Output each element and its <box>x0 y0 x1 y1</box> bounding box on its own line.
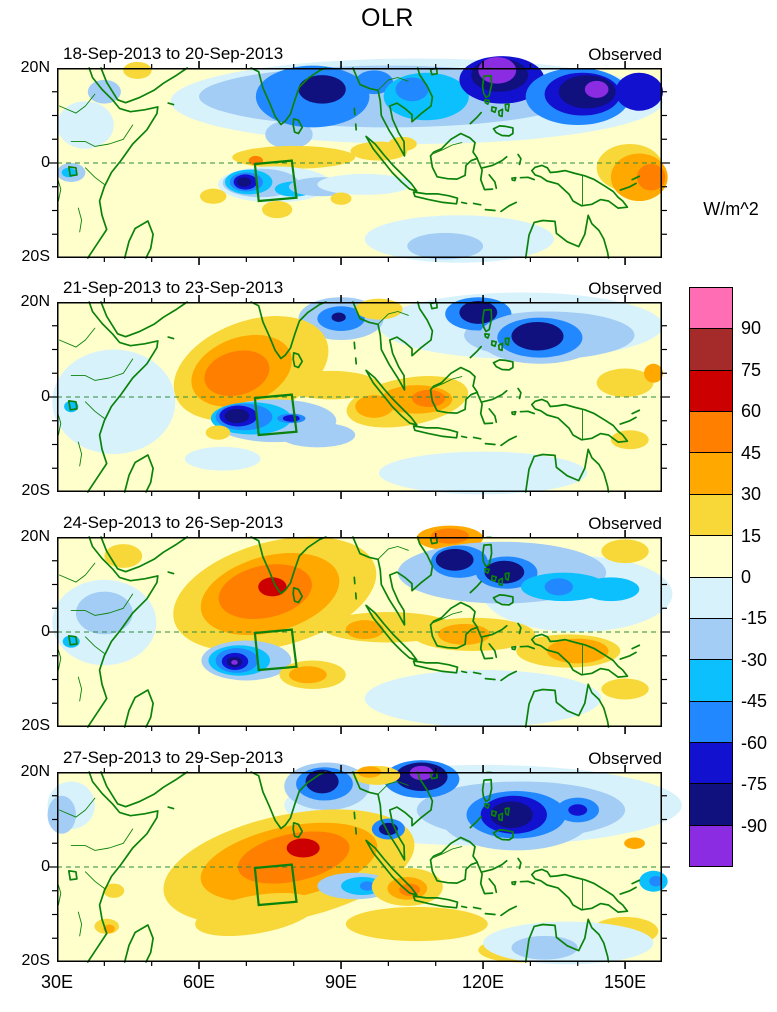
ytick-0: 0 <box>41 623 50 640</box>
panel-source-label: Observed <box>588 749 662 768</box>
colorbar-tick-label: 15 <box>741 525 762 546</box>
colorbar-tick-label: -30 <box>741 649 768 670</box>
ytick-20n: 20N <box>20 293 50 310</box>
panel-source-label: Observed <box>588 514 662 533</box>
colorbar-tick-label: 45 <box>741 442 762 463</box>
colorbar-swatch <box>689 824 733 868</box>
x-axis-labels: 30E 60E 90E 120E 150E <box>0 972 777 998</box>
colorbar-tick-label: -15 <box>741 608 768 629</box>
colorbar-tick-label: -90 <box>741 815 768 836</box>
colorbar-tick-label: 60 <box>741 401 762 422</box>
ytick-20n: 20N <box>20 59 50 76</box>
colorbar-swatch <box>689 452 733 495</box>
ytick-20n: 20N <box>20 763 50 780</box>
colorbar-swatch <box>689 535 733 578</box>
ytick-20s: 20S <box>21 717 50 734</box>
ytick-0: 0 <box>41 858 50 875</box>
xtick-150e: 150E <box>604 972 647 992</box>
map-panel-4: 27-Sep-2013 to 29-Sep-2013 Observed 20N … <box>21 748 682 969</box>
ytick-20s: 20S <box>21 952 50 969</box>
chart-title: OLR <box>361 4 414 32</box>
colorbar-swatch <box>689 328 733 371</box>
colorbar-swatch <box>689 576 733 619</box>
colorbar-tick-label: 30 <box>741 484 762 505</box>
ytick-0: 0 <box>41 388 50 405</box>
colorbar <box>689 287 733 868</box>
xtick-60e: 60E <box>183 972 216 992</box>
colorbar-swatch <box>689 369 733 413</box>
colorbar-swatch <box>689 659 733 702</box>
map-panel-2: 21-Sep-2013 to 23-Sep-2013 Observed 20N … <box>21 278 670 499</box>
panel-date-range: 18-Sep-2013 to 20-Sep-2013 <box>63 44 284 63</box>
panel-date-range: 24-Sep-2013 to 26-Sep-2013 <box>63 513 284 532</box>
xtick-90e: 90E <box>325 972 358 992</box>
xtick-120e: 120E <box>462 972 505 992</box>
colorbar-swatch <box>689 741 733 785</box>
ytick-20s: 20S <box>21 248 50 265</box>
colorbar-tick-label: -75 <box>741 774 768 795</box>
ytick-20n: 20N <box>20 528 50 545</box>
colorbar-swatch <box>689 411 733 454</box>
colorbar-tick-label: 90 <box>741 318 762 339</box>
colorbar-tick-label: 75 <box>741 359 762 380</box>
panel-source-label: Observed <box>588 279 662 298</box>
map-panel-3: 24-Sep-2013 to 26-Sep-2013 Observed 20N … <box>21 513 673 734</box>
colorbar-swatch <box>689 287 733 330</box>
olr-anomaly-map <box>47 760 682 969</box>
olr-anomaly-map <box>49 56 670 265</box>
panel-date-range: 27-Sep-2013 to 29-Sep-2013 <box>63 748 284 767</box>
colorbar-tick-label: 0 <box>741 567 752 587</box>
ytick-0: 0 <box>41 154 50 171</box>
colorbar-swatch <box>689 617 733 661</box>
colorbar-swatch <box>689 783 733 826</box>
colorbar-tick-label: -60 <box>741 732 768 753</box>
xtick-30e: 30E <box>40 972 74 992</box>
panel-source-label: Observed <box>588 45 662 64</box>
olr-anomaly-map <box>49 292 670 499</box>
colorbar-swatch <box>689 700 733 743</box>
ytick-20s: 20S <box>21 482 50 499</box>
olr-anomaly-map <box>49 525 673 734</box>
colorbar-units: W/m^2 <box>703 199 759 219</box>
colorbar-tick-label: -45 <box>741 691 768 712</box>
colorbar-swatch <box>689 493 733 537</box>
panel-date-range: 21-Sep-2013 to 23-Sep-2013 <box>63 278 284 297</box>
map-panel-1: 18-Sep-2013 to 20-Sep-2013 Observed 20N … <box>21 44 670 265</box>
